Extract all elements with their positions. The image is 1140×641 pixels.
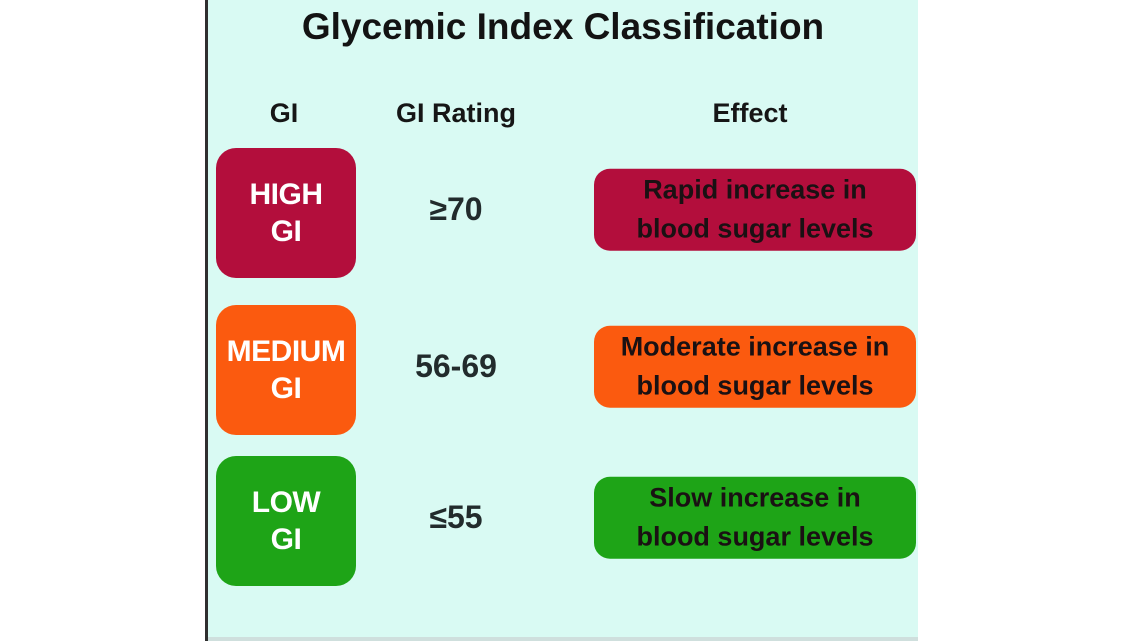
gi-badge-medium: MEDIUM GI xyxy=(216,305,356,435)
page-title: Glycemic Index Classification xyxy=(301,6,825,47)
column-header-gi: GI xyxy=(269,98,299,128)
effect-box-high: Rapid increase in blood sugar levels xyxy=(594,168,916,251)
rating-value-high: ≥70 xyxy=(429,190,483,227)
effect-box-low: Slow increase in blood sugar levels xyxy=(594,476,916,559)
rating-value-medium: 56-69 xyxy=(415,347,497,384)
table-row-medium-gi: MEDIUM GI 56-69 Moderate increase in blo… xyxy=(208,305,918,435)
gi-badge-high: HIGH GI xyxy=(216,148,356,278)
glycemic-index-panel: Glycemic Index Classification GI GI Rati… xyxy=(205,0,918,641)
table-row-low-gi: LOW GI ≤55 Slow increase in blood sugar … xyxy=(208,456,918,586)
rating-value-low: ≤55 xyxy=(429,498,483,535)
effect-box-medium: Moderate increase in blood sugar levels xyxy=(594,325,916,408)
column-header-rating: GI Rating xyxy=(396,98,516,128)
table-row-high-gi: HIGH GI ≥70 Rapid increase in blood suga… xyxy=(208,148,918,278)
column-header-effect: Effect xyxy=(712,98,788,128)
gi-badge-low: LOW GI xyxy=(216,456,356,586)
